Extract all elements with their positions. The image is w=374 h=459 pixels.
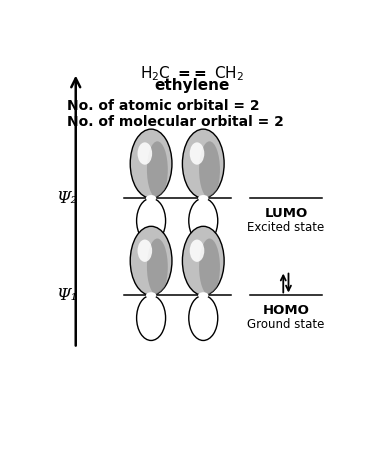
- Text: No. of molecular orbital = 2: No. of molecular orbital = 2: [67, 115, 284, 129]
- Text: Ground state: Ground state: [247, 319, 325, 331]
- Ellipse shape: [198, 292, 208, 299]
- Text: HOMO: HOMO: [263, 304, 309, 317]
- Text: No. of atomic orbital = 2: No. of atomic orbital = 2: [67, 99, 260, 113]
- Ellipse shape: [183, 226, 224, 296]
- Ellipse shape: [189, 198, 218, 243]
- Ellipse shape: [198, 195, 208, 202]
- Ellipse shape: [189, 296, 218, 341]
- Ellipse shape: [199, 239, 220, 296]
- Text: Ψ₂: Ψ₂: [56, 190, 78, 207]
- Text: Excited state: Excited state: [247, 221, 325, 234]
- Ellipse shape: [137, 198, 166, 243]
- Ellipse shape: [199, 141, 220, 198]
- Ellipse shape: [147, 239, 168, 296]
- Text: LUMO: LUMO: [264, 207, 307, 220]
- Text: H$_2$C $\mathbf{=\!=}$ CH$_2$: H$_2$C $\mathbf{=\!=}$ CH$_2$: [140, 64, 244, 83]
- Ellipse shape: [130, 129, 172, 198]
- Text: ethylene: ethylene: [154, 78, 229, 93]
- Ellipse shape: [146, 195, 156, 202]
- Ellipse shape: [130, 226, 172, 296]
- Ellipse shape: [147, 141, 168, 198]
- Ellipse shape: [138, 240, 152, 262]
- Ellipse shape: [190, 240, 204, 262]
- Ellipse shape: [138, 142, 152, 165]
- Ellipse shape: [183, 129, 224, 198]
- Ellipse shape: [190, 142, 204, 165]
- Ellipse shape: [146, 292, 156, 299]
- Ellipse shape: [137, 296, 166, 341]
- Text: Ψ₁: Ψ₁: [56, 287, 78, 304]
